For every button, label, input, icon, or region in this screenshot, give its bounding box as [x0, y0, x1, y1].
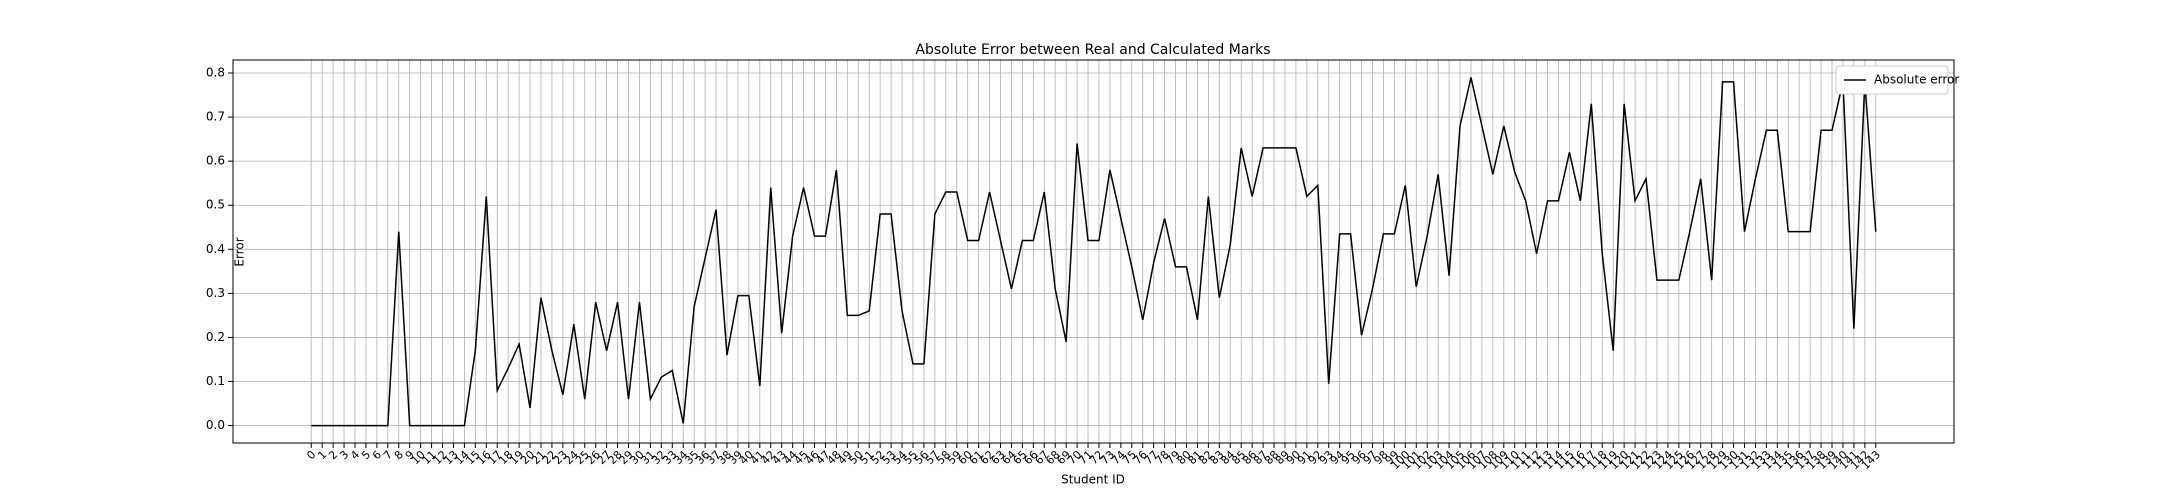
y-tick-label: 0.8: [206, 66, 225, 80]
y-tick-label: 0.0: [206, 418, 225, 432]
y-axis-label: Error: [233, 237, 247, 266]
y-tick-label: 0.7: [206, 110, 225, 124]
y-tick-label: 0.1: [206, 374, 225, 388]
legend-label: Absolute error: [1874, 73, 1959, 87]
chart-title: Absolute Error between Real and Calculat…: [915, 42, 1270, 58]
y-tick-label: 0.2: [206, 330, 225, 344]
y-tick-label: 0.3: [206, 286, 225, 300]
y-tick-label: 0.5: [206, 198, 225, 212]
legend-box: [1835, 65, 1949, 95]
y-tick-label: 0.6: [206, 154, 225, 168]
axes-frame: [232, 59, 1955, 444]
line-series: [311, 77, 1877, 427]
x-axis-label: Student ID: [1061, 473, 1125, 487]
y-tick-label: 0.4: [206, 242, 225, 256]
